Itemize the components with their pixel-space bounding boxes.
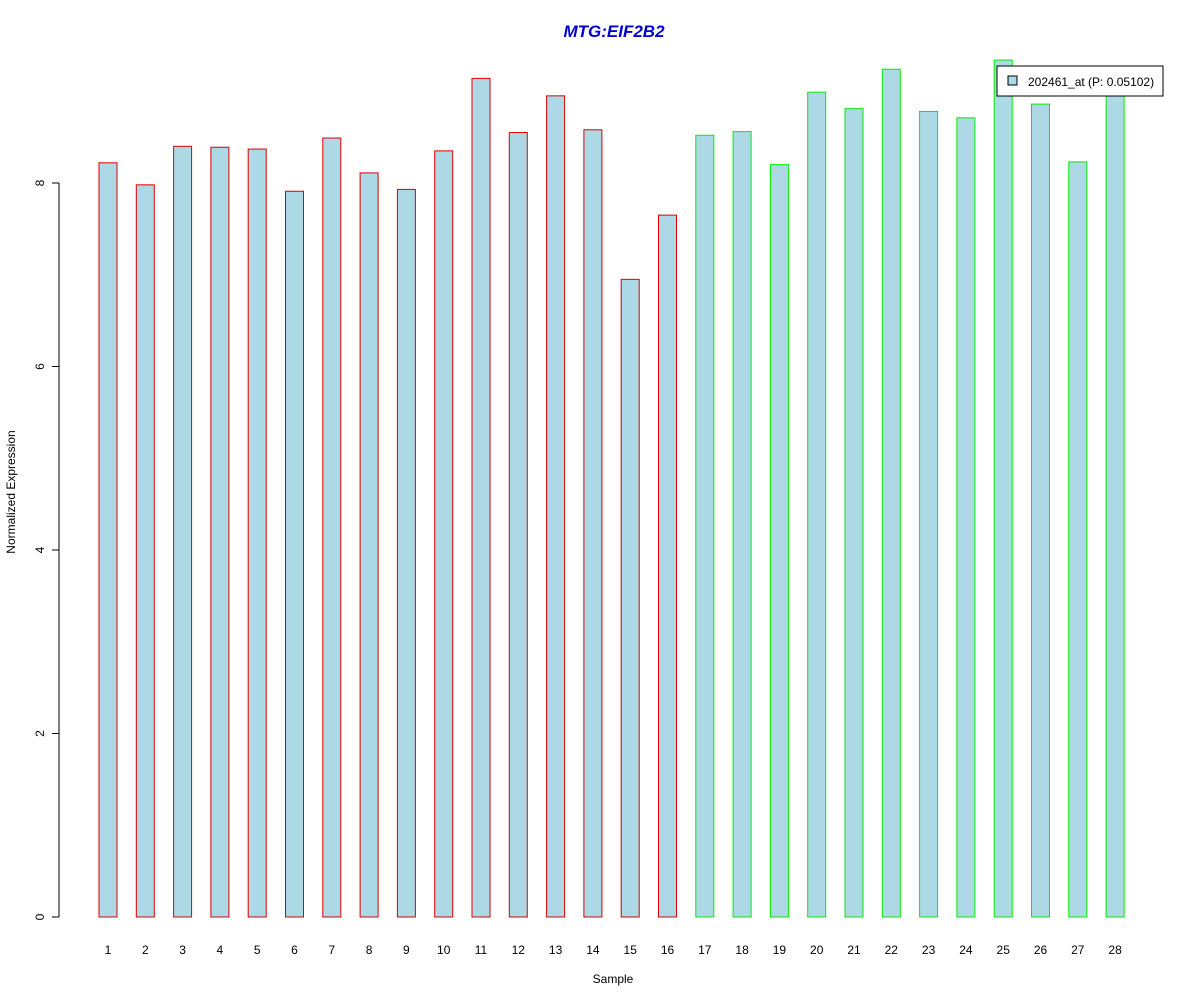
bar-sample-16 <box>658 214 677 918</box>
x-tick-label: 11 <box>475 943 488 957</box>
bar-sample-4 <box>210 146 230 918</box>
bar-sample-5 <box>247 148 267 918</box>
bar-sample-27 <box>1068 161 1088 918</box>
x-tick-label: 10 <box>437 943 451 957</box>
x-tick-label: 8 <box>366 943 373 957</box>
bar-sample-13 <box>546 95 566 918</box>
bar-sample-8 <box>359 172 379 918</box>
x-tick-label: 26 <box>1034 943 1048 957</box>
bar-sample-28 <box>1105 90 1125 918</box>
legend-label: 202461_at (P: 0.05102) <box>1028 75 1154 89</box>
x-tick-label: 23 <box>922 943 936 957</box>
x-tick-label: 28 <box>1108 943 1122 957</box>
x-tick-labels: 1 2 3 4 5 6 7 8 9 10 11 12 13 14 15 16 17 18 19 20 21 22 23 24 2… <box>105 943 1122 957</box>
bar-sample-15 <box>620 278 640 918</box>
x-tick-label: 2 <box>142 943 149 957</box>
legend: 202461_at (P: 0.05102) <box>996 65 1164 97</box>
x-tick-label: 7 <box>328 943 335 957</box>
bar-sample-23 <box>919 110 939 918</box>
x-tick-label: 19 <box>773 943 787 957</box>
legend-box <box>996 65 1164 97</box>
x-tick-label: 20 <box>810 943 824 957</box>
bar-sample-21 <box>844 108 864 918</box>
y-tick-label: 2 <box>33 730 47 737</box>
bar-sample-7 <box>322 137 342 918</box>
y-tick-label: 4 <box>33 546 47 553</box>
x-tick-label: 15 <box>624 943 638 957</box>
bar-sample-24 <box>956 117 976 918</box>
y-axis-label: Normalized Expression <box>4 430 18 553</box>
x-tick-label: 13 <box>549 943 563 957</box>
bar-sample-2 <box>135 184 155 918</box>
bar-sample-12 <box>508 132 528 918</box>
x-tick-label: 22 <box>885 943 899 957</box>
bar-sample-1 <box>98 162 118 918</box>
bar-sample-3 <box>173 145 193 918</box>
bar-sample-25 <box>993 59 1013 918</box>
y-axis: 0 2 4 6 8 <box>33 179 60 920</box>
bar-sample-22 <box>881 68 901 918</box>
x-tick-label: 5 <box>254 943 261 957</box>
x-tick-label: 12 <box>512 943 526 957</box>
x-tick-label: 21 <box>847 943 861 957</box>
y-tick-label: 8 <box>33 179 47 186</box>
x-tick-label: 27 <box>1071 943 1085 957</box>
bars-group <box>98 59 1125 918</box>
chart-title: MTG:EIF2B2 <box>563 22 665 41</box>
bar-sample-17 <box>695 134 715 918</box>
bar-sample-11 <box>471 77 491 918</box>
x-tick-label: 25 <box>997 943 1011 957</box>
bar-sample-19 <box>769 164 789 918</box>
x-tick-label: 24 <box>959 943 973 957</box>
x-tick-label: 16 <box>661 943 675 957</box>
bar-sample-10 <box>434 150 454 918</box>
bar-sample-18 <box>732 131 752 918</box>
x-tick-label: 17 <box>698 943 712 957</box>
x-tick-label: 3 <box>179 943 186 957</box>
x-tick-label: 18 <box>735 943 749 957</box>
bar-sample-9 <box>396 188 416 918</box>
x-axis-label: Sample <box>593 972 634 986</box>
y-tick-label: 6 <box>33 363 47 370</box>
x-tick-label: 1 <box>105 943 112 957</box>
x-tick-label: 9 <box>403 943 410 957</box>
x-tick-label: 14 <box>586 943 600 957</box>
x-tick-label: 6 <box>291 943 298 957</box>
bar-sample-14 <box>583 129 603 918</box>
x-tick-label: 4 <box>217 943 224 957</box>
bar-sample-6 <box>285 190 304 918</box>
y-tick-label: 0 <box>33 913 47 920</box>
bar-sample-26 <box>1031 103 1050 918</box>
bar-sample-20 <box>807 91 827 918</box>
legend-swatch <box>1007 75 1018 86</box>
